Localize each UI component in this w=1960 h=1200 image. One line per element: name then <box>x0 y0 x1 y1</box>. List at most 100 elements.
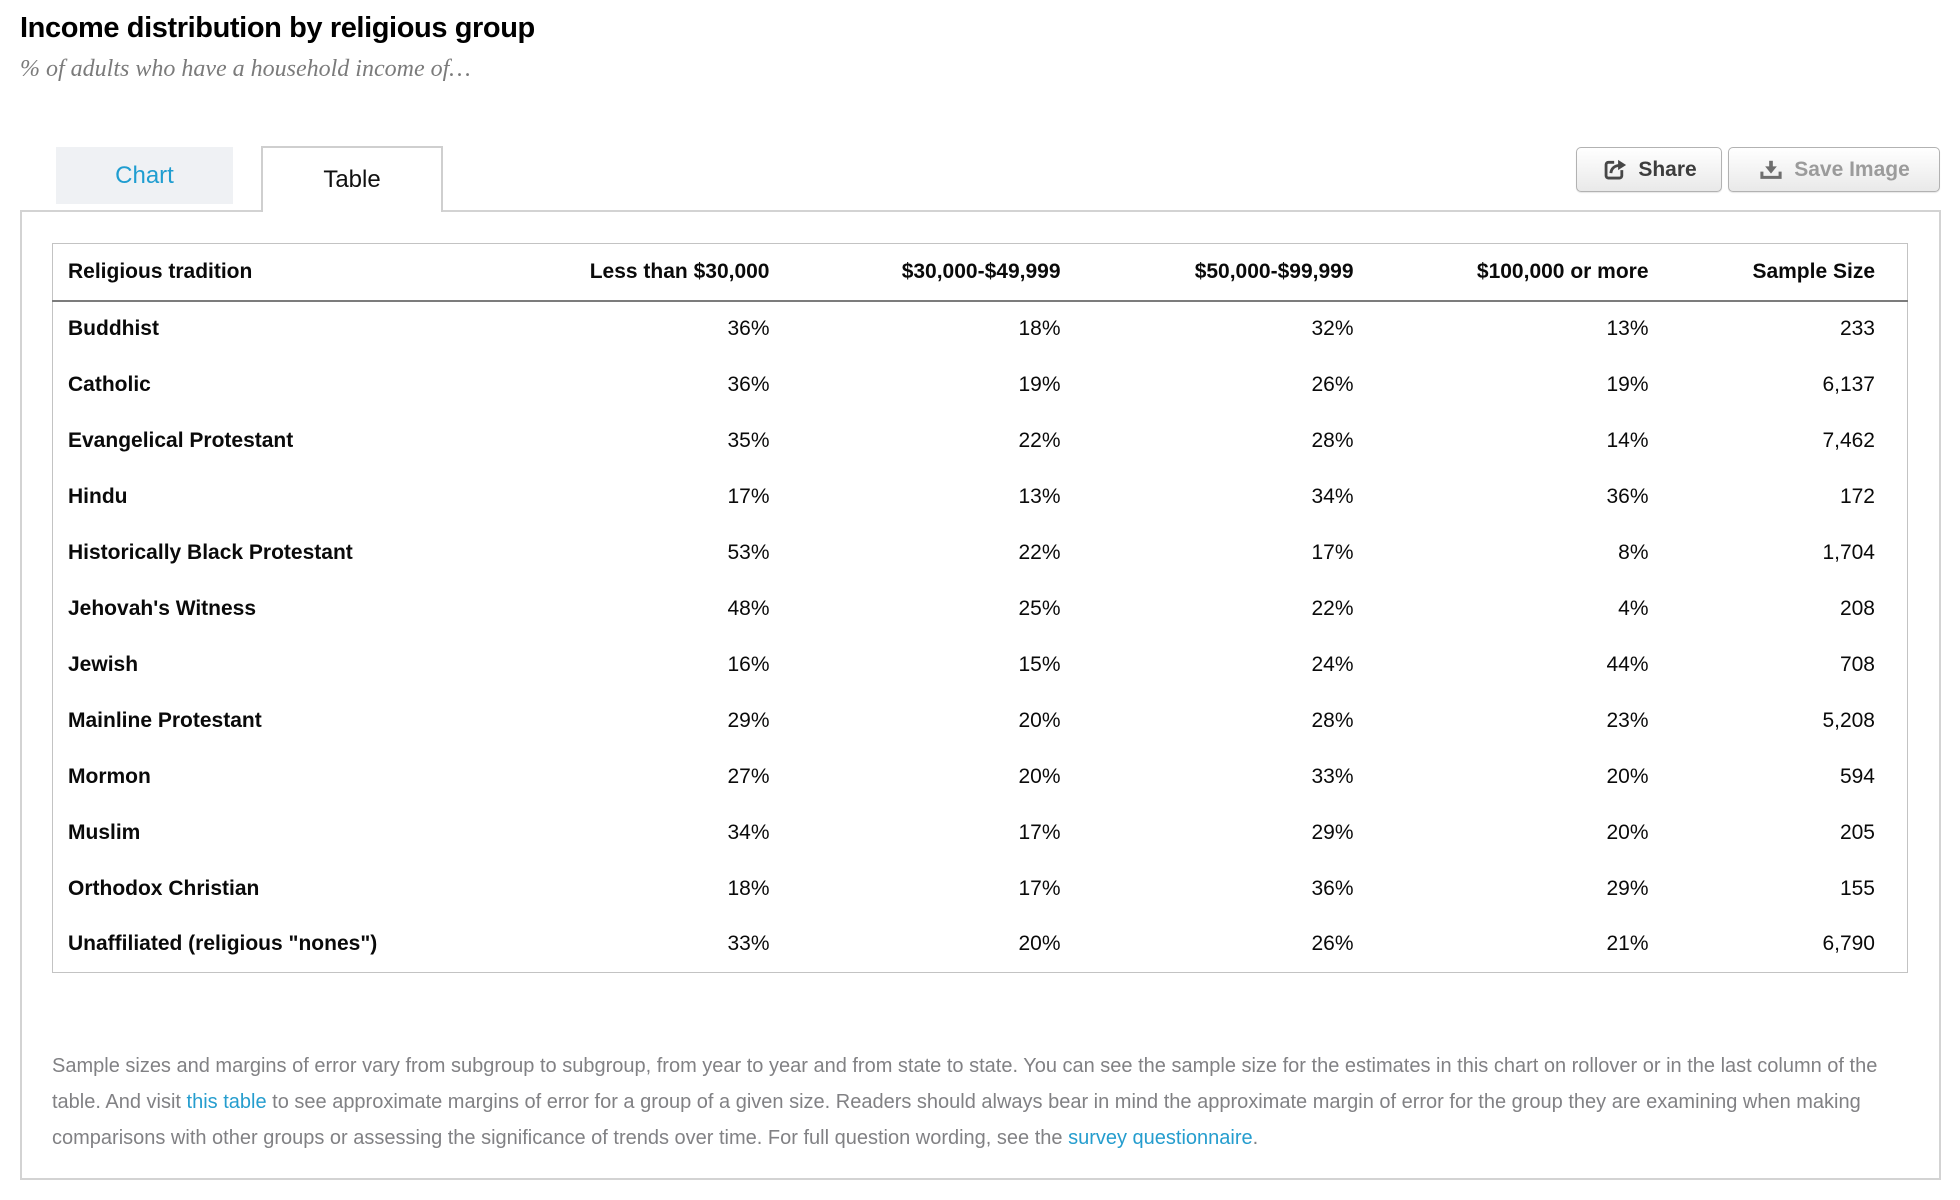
table-header-row: Religious tradition Less than $30,000 $3… <box>52 243 1908 302</box>
cell-value: 18% <box>727 876 770 900</box>
cell-value: 20% <box>1018 708 1061 732</box>
tab-table[interactable]: Table <box>261 146 443 212</box>
cell-value: 26% <box>1311 932 1354 956</box>
cell-value: 14% <box>1606 428 1649 452</box>
table-panel: Religious tradition Less than $30,000 $3… <box>20 210 1941 1180</box>
col-header-30000-49999: $30,000-$49,999 <box>801 243 1093 302</box>
footnote-text: Sample sizes and margins of error vary f… <box>52 1055 1878 1113</box>
cell-group: Hindu <box>68 484 128 508</box>
tab-table-label: Table <box>323 166 381 193</box>
cell-value: 28% <box>1311 428 1354 452</box>
footnote: Sample sizes and margins of error vary f… <box>52 1048 1899 1156</box>
cell-value: 35% <box>727 428 770 452</box>
income-table: Religious tradition Less than $30,000 $3… <box>52 243 1908 973</box>
cell-value: 15% <box>1018 652 1061 676</box>
cell-group: Historically Black Protestant <box>68 540 353 564</box>
col-header-sample-size: Sample Size <box>1680 243 1908 302</box>
cell-value: 20% <box>1606 764 1649 788</box>
cell-value: 7,462 <box>1822 428 1875 452</box>
cell-value: 13% <box>1606 317 1649 340</box>
cell-value: 19% <box>1018 372 1061 396</box>
cell-value: 48% <box>727 596 770 620</box>
table-row: Evangelical Protestant 35% 22% 28% 14% 7… <box>53 413 1908 469</box>
cell-value: 708 <box>1839 652 1875 676</box>
cell-value: 28% <box>1311 708 1354 732</box>
cell-value: 18% <box>1018 317 1061 340</box>
cell-value: 34% <box>727 820 770 844</box>
page-subtitle: % of adults who have a household income … <box>20 56 471 82</box>
cell-value: 36% <box>1311 876 1354 900</box>
table-row: Hindu 17% 13% 34% 36% 172 <box>53 469 1908 525</box>
cell-value: 5,208 <box>1822 708 1875 732</box>
cell-value: 13% <box>1018 484 1061 508</box>
cell-value: 29% <box>1606 876 1649 900</box>
cell-value: 23% <box>1606 708 1649 732</box>
tab-chart[interactable]: Chart <box>56 147 233 204</box>
cell-value: 16% <box>727 652 770 676</box>
cell-value: 8% <box>1618 540 1649 564</box>
share-icon <box>1601 156 1628 183</box>
cell-value: 44% <box>1606 652 1649 676</box>
cell-value: 29% <box>1311 820 1354 844</box>
cell-value: 594 <box>1839 764 1875 788</box>
cell-group: Catholic <box>68 372 151 396</box>
cell-group: Buddhist <box>68 317 159 340</box>
col-header-50000-99999: $50,000-$99,999 <box>1092 243 1386 302</box>
cell-value: 172 <box>1839 484 1875 508</box>
footnote-text: to see approximate margins of error for … <box>52 1091 1861 1149</box>
download-icon <box>1758 157 1784 183</box>
cell-value: 27% <box>727 764 770 788</box>
cell-value: 22% <box>1311 596 1354 620</box>
cell-value: 6,137 <box>1822 372 1875 396</box>
cell-value: 24% <box>1311 652 1354 676</box>
cell-group: Muslim <box>68 820 141 844</box>
cell-group: Jewish <box>68 652 139 676</box>
save-image-button-label: Save Image <box>1794 157 1910 181</box>
cell-value: 17% <box>727 484 770 508</box>
save-image-button[interactable]: Save Image <box>1728 147 1940 192</box>
cell-value: 26% <box>1311 372 1354 396</box>
cell-value: 233 <box>1839 317 1875 340</box>
table-row: Mainline Protestant 29% 20% 28% 23% 5,20… <box>53 693 1908 749</box>
table-row: Unaffiliated (religious "nones") 33% 20%… <box>53 917 1908 973</box>
cell-value: 36% <box>1606 484 1649 508</box>
cell-value: 4% <box>1618 596 1649 620</box>
cell-value: 20% <box>1018 764 1061 788</box>
table-row: Jewish 16% 15% 24% 44% 708 <box>53 637 1908 693</box>
cell-value: 36% <box>727 317 770 340</box>
tab-chart-label: Chart <box>115 161 174 189</box>
cell-value: 53% <box>727 540 770 564</box>
table-row: Muslim 34% 17% 29% 20% 205 <box>53 805 1908 861</box>
cell-value: 208 <box>1839 596 1875 620</box>
cell-value: 25% <box>1018 596 1061 620</box>
this-table-link[interactable]: this table <box>186 1091 267 1113</box>
cell-value: 155 <box>1839 876 1875 900</box>
col-header-100000-or-more: $100,000 or more <box>1385 243 1681 302</box>
cell-group: Unaffiliated (religious "nones") <box>68 932 378 956</box>
share-button[interactable]: Share <box>1576 147 1722 192</box>
col-header-religious-tradition: Religious tradition <box>52 243 513 302</box>
cell-value: 17% <box>1018 820 1061 844</box>
cell-value: 17% <box>1311 540 1354 564</box>
cell-value: 33% <box>1311 764 1354 788</box>
survey-questionnaire-link[interactable]: survey questionnaire <box>1068 1127 1253 1149</box>
cell-group: Jehovah's Witness <box>68 596 257 620</box>
cell-value: 20% <box>1606 820 1649 844</box>
cell-value: 32% <box>1311 317 1354 340</box>
cell-value: 22% <box>1018 428 1061 452</box>
table-row: Jehovah's Witness 48% 25% 22% 4% 208 <box>53 581 1908 637</box>
cell-group: Mainline Protestant <box>68 708 262 732</box>
page-title: Income distribution by religious group <box>20 12 535 44</box>
cell-value: 20% <box>1018 932 1061 956</box>
table-row: Catholic 36% 19% 26% 19% 6,137 <box>53 357 1908 413</box>
cell-group: Evangelical Protestant <box>68 428 294 452</box>
cell-group: Orthodox Christian <box>68 876 260 900</box>
cell-value: 29% <box>727 708 770 732</box>
cell-value: 34% <box>1311 484 1354 508</box>
cell-group: Mormon <box>68 764 151 788</box>
share-button-label: Share <box>1638 157 1697 181</box>
footnote-text: . <box>1252 1127 1259 1149</box>
cell-value: 21% <box>1606 932 1649 956</box>
cell-value: 19% <box>1606 372 1649 396</box>
cell-value: 33% <box>727 932 770 956</box>
